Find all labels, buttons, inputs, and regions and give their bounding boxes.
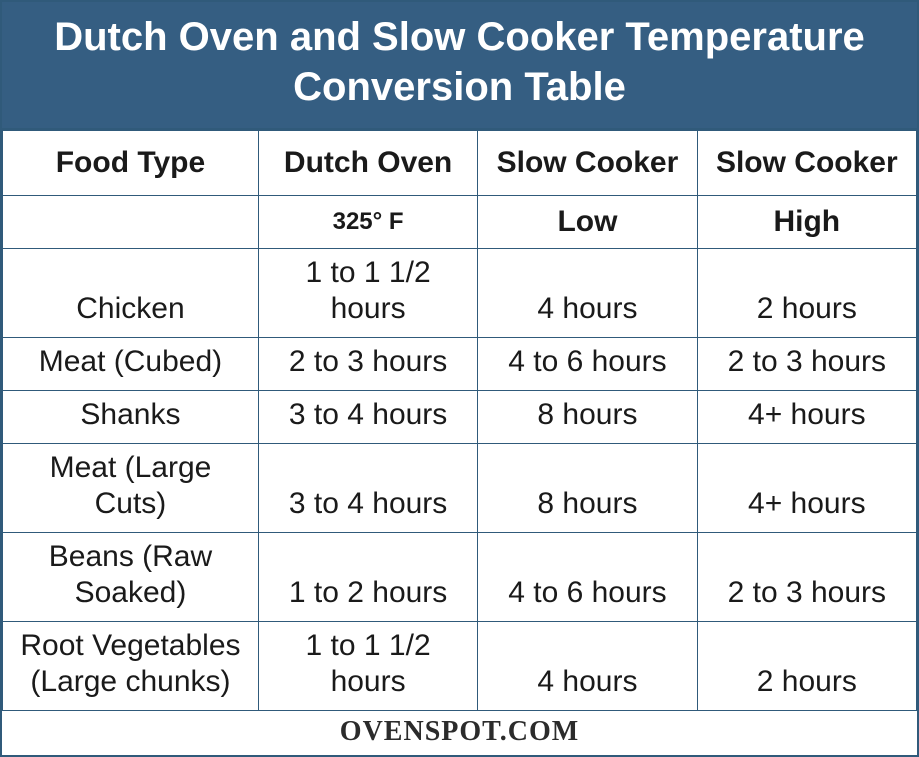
table-row: Beans (Raw Soaked) 1 to 2 hours 4 to 6 h… (3, 533, 917, 622)
subheader-high: High (697, 196, 916, 249)
cell-low: 8 hours (478, 444, 697, 533)
table-title: Dutch Oven and Slow Cooker Temperature C… (2, 2, 917, 130)
cell-low: 4 to 6 hours (478, 533, 697, 622)
col-header-slow-cooker-high: Slow Cooker (697, 131, 916, 196)
col-header-dutch-oven: Dutch Oven (258, 131, 477, 196)
table-row: Meat (Cubed) 2 to 3 hours 4 to 6 hours 2… (3, 338, 917, 391)
cell-dutch: 2 to 3 hours (258, 338, 477, 391)
subheader-low: Low (478, 196, 697, 249)
cell-dutch: 1 to 1 1/2 hours (258, 622, 477, 711)
cell-low: 4 to 6 hours (478, 338, 697, 391)
cell-food: Root Vegetables (Large chunks) (3, 622, 259, 711)
table-row: Chicken 1 to 1 1/2 hours 4 hours 2 hours (3, 249, 917, 338)
cell-food: Meat (Large Cuts) (3, 444, 259, 533)
col-header-food-type: Food Type (3, 131, 259, 196)
cell-high: 2 to 3 hours (697, 533, 916, 622)
cell-food: Meat (Cubed) (3, 338, 259, 391)
subheader-blank (3, 196, 259, 249)
cell-high: 4+ hours (697, 444, 916, 533)
cell-low: 8 hours (478, 391, 697, 444)
cell-high: 4+ hours (697, 391, 916, 444)
cell-food: Shanks (3, 391, 259, 444)
cell-low: 4 hours (478, 622, 697, 711)
subheader-row: 325° F Low High (3, 196, 917, 249)
table-row: Root Vegetables (Large chunks) 1 to 1 1/… (3, 622, 917, 711)
conversion-table: Food Type Dutch Oven Slow Cooker Slow Co… (2, 130, 917, 755)
cell-food: Beans (Raw Soaked) (3, 533, 259, 622)
conversion-table-container: Dutch Oven and Slow Cooker Temperature C… (0, 0, 919, 757)
cell-high: 2 hours (697, 622, 916, 711)
cell-dutch: 3 to 4 hours (258, 391, 477, 444)
col-header-slow-cooker-low: Slow Cooker (478, 131, 697, 196)
cell-high: 2 to 3 hours (697, 338, 916, 391)
cell-low: 4 hours (478, 249, 697, 338)
header-row: Food Type Dutch Oven Slow Cooker Slow Co… (3, 131, 917, 196)
footer-credit: OVENSPOT.COM (3, 711, 917, 755)
subheader-temp: 325° F (258, 196, 477, 249)
cell-dutch: 1 to 1 1/2 hours (258, 249, 477, 338)
cell-dutch: 1 to 2 hours (258, 533, 477, 622)
cell-food: Chicken (3, 249, 259, 338)
table-row: Meat (Large Cuts) 3 to 4 hours 8 hours 4… (3, 444, 917, 533)
cell-dutch: 3 to 4 hours (258, 444, 477, 533)
cell-high: 2 hours (697, 249, 916, 338)
table-row: Shanks 3 to 4 hours 8 hours 4+ hours (3, 391, 917, 444)
footer-row: OVENSPOT.COM (3, 711, 917, 755)
